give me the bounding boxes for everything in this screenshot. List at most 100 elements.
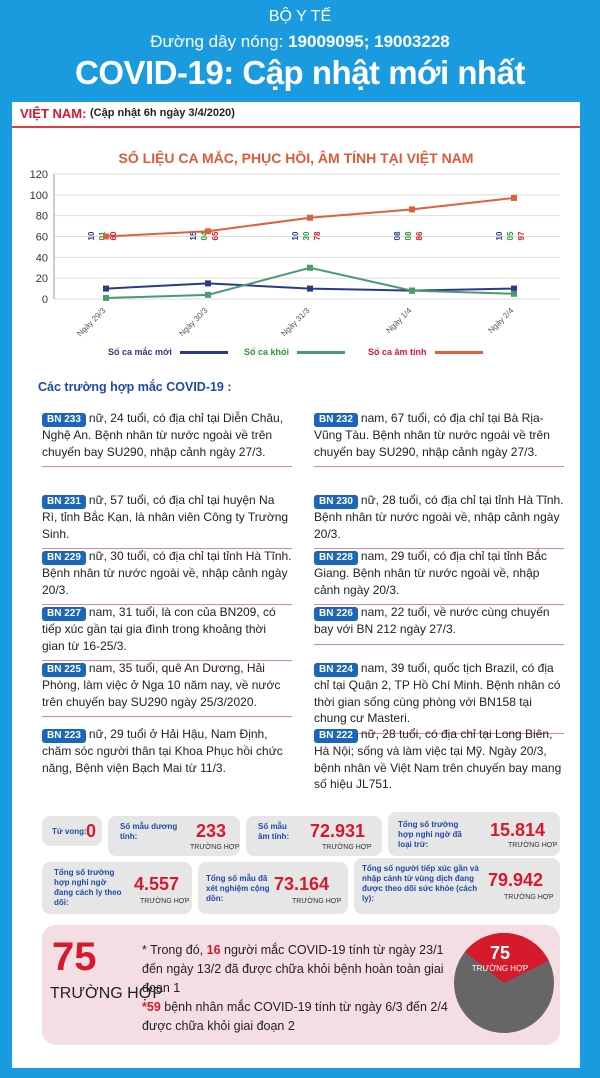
- stat-positive: Số mẫu dương tính: 233 TRƯỜNG HỢP: [108, 816, 240, 856]
- stat-suspected-label: Tổng số trường hợp nghi ngờ đã loại trừ:: [398, 820, 462, 849]
- data-label: 97: [517, 231, 526, 240]
- case-id-badge: BN 227: [42, 607, 86, 621]
- data-label: 08: [404, 231, 413, 240]
- cases-section-title: Các trường hợp mắc COVID-19 :: [38, 380, 232, 394]
- case-text: nữ, 24 tuổi, có địa chỉ tại Diễn Châu, N…: [42, 411, 284, 459]
- stat-contacts: Tổng số người tiếp xúc gần và nhập cảnh …: [354, 858, 560, 914]
- pie-number: 75: [490, 943, 510, 963]
- case-item: BN 230 nữ, 28 tuổi, có địa chỉ tại tỉnh H…: [314, 492, 564, 549]
- stat-negative-value: 72.931: [310, 821, 366, 841]
- case-text: nữ, 28 tuổi, có địa chỉ tại Long Biên, H…: [314, 727, 562, 791]
- vn-label: VIỆT NAM:: [20, 106, 87, 121]
- y-tick-label: 40: [36, 252, 48, 264]
- data-label: 10: [495, 231, 504, 240]
- legend-negative: Số ca âm tính: [368, 347, 483, 357]
- recovered-number: 75: [52, 935, 97, 979]
- hotline-numbers: 19009095; 19003228: [288, 32, 450, 51]
- data-point: [307, 285, 313, 292]
- data-label: 15: [189, 231, 198, 240]
- case-id-badge: BN 225: [42, 663, 86, 677]
- case-text: nam, 29 tuổi, có địa chỉ tại tỉnh Bắc Gi…: [314, 549, 548, 597]
- legend-negative-swatch: [434, 351, 483, 355]
- legend-recovered-swatch: [297, 351, 346, 355]
- stat-positive-unit: TRƯỜNG HỢP: [190, 844, 240, 851]
- data-point: [103, 233, 109, 240]
- case-text: nam, 22 tuổi, về nước cùng chuyến bay vớ…: [314, 605, 550, 636]
- pie-highlight-slice: [464, 933, 549, 983]
- case-text: nam, 67 tuổi, có địa chỉ tại Bà Rịa-Vũng…: [314, 411, 550, 459]
- stat-deaths: Tử vong: 0: [42, 816, 102, 846]
- recovered-line2-num: *59: [142, 1000, 161, 1014]
- data-point: [511, 194, 517, 201]
- case-id-badge: BN 233: [42, 413, 86, 427]
- data-label: 05: [506, 231, 515, 240]
- data-label: 08: [393, 231, 402, 240]
- case-text: nữ, 28 tuổi, có địa chỉ tại tỉnh Hà Tĩnh…: [314, 493, 564, 541]
- line-chart: 0 20 40 60 80 100 120 Ngày 29/3 Ngày 30/3 Ngày 31…: [30, 169, 560, 339]
- stat-deaths-value: 0: [86, 821, 97, 841]
- case-id-badge: BN 230: [314, 495, 358, 509]
- stat-negative-label: Số mẫu âm tính:: [258, 822, 290, 841]
- y-tick-label: 120: [30, 169, 48, 181]
- x-tick-label: Ngày 29/3: [75, 306, 108, 339]
- y-tick-label: 80: [36, 211, 48, 223]
- recovered-line2-text: bệnh nhân mắc COVID-19 tính từ ngày 6/3 …: [142, 1000, 448, 1033]
- data-point: [511, 290, 517, 297]
- stat-suspected-unit: TRƯỜNG HỢP: [508, 842, 558, 849]
- hotline-label: Đường dây nóng:: [150, 32, 284, 51]
- data-label: 04: [200, 231, 209, 240]
- stat-tested-label: Tổng số mẫu đã xét nghiệm cộng dồn:: [206, 874, 270, 903]
- stat-isolated-unit: TRƯỜNG HỢP: [140, 898, 190, 905]
- recovered-unit: TRƯỜNG HỢP: [50, 985, 164, 1002]
- stat-tested: Tổng số mẫu đã xét nghiệm cộng dồn: 73.1…: [198, 862, 348, 914]
- legend-new-label: Số ca mắc mới: [108, 347, 172, 357]
- legend-negative-label: Số ca âm tính: [368, 347, 427, 357]
- case-item: BN 231 nữ, 57 tuổi, có địa chỉ tại huyện …: [42, 492, 292, 549]
- data-point: [307, 264, 313, 271]
- x-tick-label: Ngày 31/3: [279, 306, 312, 339]
- recovered-line1-num: 16: [206, 943, 221, 957]
- recovered-line1-text: người mắc COVID-19 tính từ ngày 23/1 đến…: [142, 943, 444, 995]
- data-point: [409, 206, 415, 213]
- stat-isolated-value: 4.557: [134, 874, 180, 894]
- stat-contacts-unit: TRƯỜNG HỢP: [504, 894, 554, 901]
- case-id-badge: BN 231: [42, 495, 86, 509]
- recovered-line1-prefix: * Trong đó,: [142, 943, 204, 957]
- stat-negative: Số mẫu âm tính: 72.931 TRƯỜNG HỢP: [246, 816, 382, 856]
- stat-tested-unit: TRƯỜNG HỢP: [292, 898, 342, 905]
- case-item: BN 229 nữ, 30 tuổi, có địa chỉ tại tỉnh H…: [42, 548, 292, 605]
- stat-suspected: Tổng số trường hợp nghi ngờ đã loại trừ:…: [388, 812, 560, 856]
- legend-new-swatch: [179, 351, 228, 355]
- y-tick-label: 100: [30, 190, 48, 202]
- series-line: [105, 266, 515, 299]
- ministry-label: BỘ Y TẾ: [268, 8, 332, 25]
- data-label: 60: [109, 231, 118, 240]
- case-id-badge: BN 229: [42, 551, 86, 565]
- data-point: [307, 214, 313, 221]
- recovered-line2: *59 bệnh nhân mắc COVID-19 tính từ ngày …: [142, 998, 452, 1036]
- case-id-badge: BN 232: [314, 413, 358, 427]
- content-card: VIỆT NAM: (Cập nhật 6h ngày 3/4/2020) SỐ…: [12, 102, 580, 1068]
- stat-deaths-label: Tử vong:: [52, 827, 87, 836]
- case-text: nữ, 57 tuổi, có địa chỉ tại huyện Na Rì,…: [42, 493, 289, 541]
- recovered-line1: * Trong đó, 16 người mắc COVID-19 tính t…: [142, 941, 452, 998]
- stat-positive-label: Số mẫu dương tính:: [120, 822, 178, 841]
- case-item: BN 225 nam, 35 tuổi, quê An Dương, Hải Ph…: [42, 660, 292, 717]
- data-point: [511, 285, 517, 292]
- y-tick-label: 20: [36, 273, 48, 285]
- header: BỘ Y TẾ Đường dây nóng: 19009095; 190032…: [0, 0, 600, 102]
- update-time: (Cập nhật 6h ngày 3/4/2020): [90, 107, 235, 119]
- data-point: [409, 287, 415, 294]
- case-item: BN 227 nam, 31 tuổi, là con của BN209, có…: [42, 604, 292, 661]
- case-id-badge: BN 222: [314, 729, 358, 743]
- data-point: [205, 280, 211, 287]
- y-tick-label: 60: [36, 232, 48, 244]
- case-id-badge: BN 228: [314, 551, 358, 565]
- data-point: [205, 228, 211, 235]
- data-label: 86: [415, 231, 424, 240]
- page-title: COVID-19: Cập nhật mới nhất: [75, 54, 526, 91]
- data-point: [205, 291, 211, 298]
- stat-positive-value: 233: [196, 821, 227, 841]
- y-tick-label: 0: [42, 294, 48, 306]
